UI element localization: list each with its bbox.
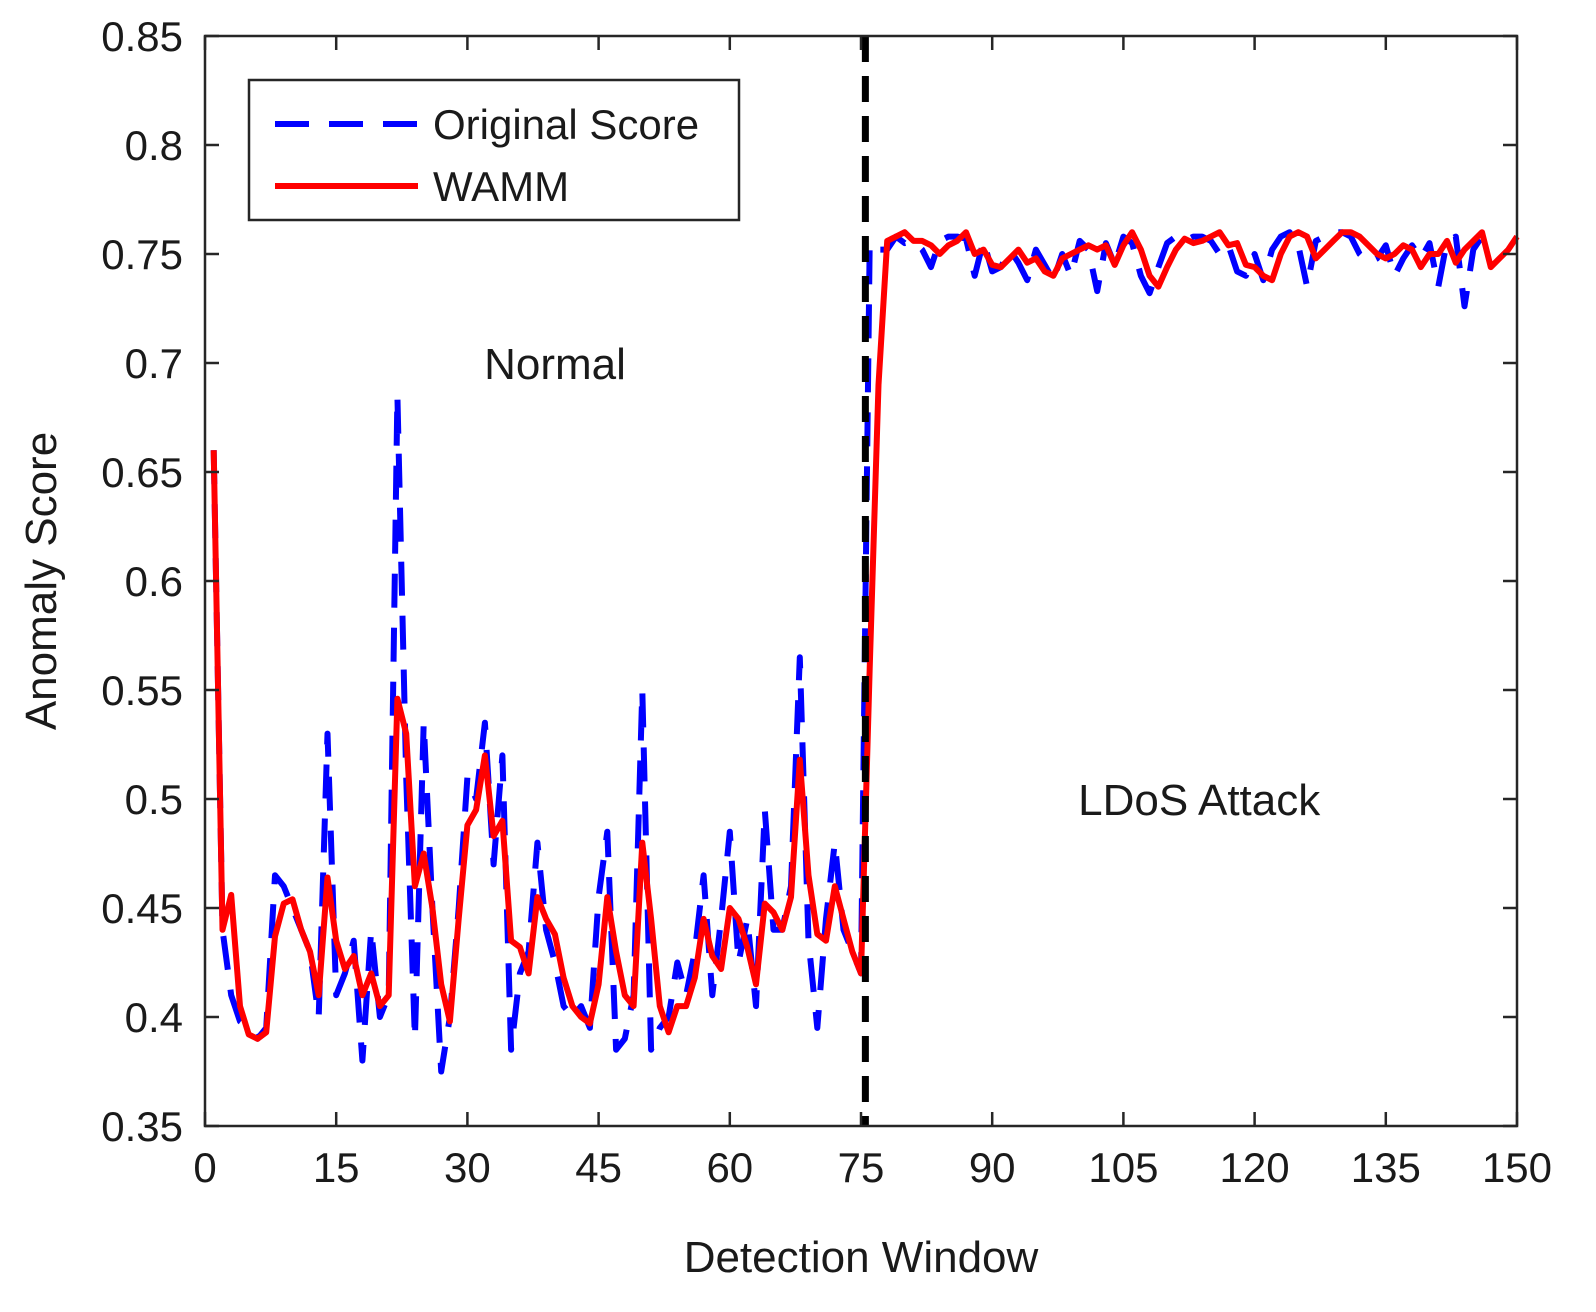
y-tick-label: 0.55 — [101, 667, 183, 714]
x-tick-label: 105 — [1088, 1144, 1158, 1191]
y-tick-label: 0.5 — [125, 776, 183, 823]
x-tick-label: 90 — [969, 1144, 1016, 1191]
x-tick-label: 15 — [313, 1144, 360, 1191]
y-tick-label: 0.6 — [125, 558, 183, 605]
y-tick-label: 0.65 — [101, 449, 183, 496]
y-tick-label: 0.4 — [125, 994, 183, 1041]
annotation-ldos-attack: LDoS Attack — [1078, 776, 1321, 825]
y-tick-label: 0.7 — [125, 340, 183, 387]
y-tick-label: 0.8 — [125, 122, 183, 169]
legend-box — [247, 78, 741, 222]
x-tick-label: 45 — [575, 1144, 622, 1191]
annotation-normal: Normal — [484, 340, 626, 389]
legend: Original Score WAMM — [247, 78, 741, 222]
tick-layer: 0 15 30 45 60 75 90 105 120 135 150 0.35 0.4 0.45 0.5 0… — [101, 13, 1552, 1191]
x-tick-label: 150 — [1482, 1144, 1552, 1191]
x-tick-label: 0 — [193, 1144, 216, 1191]
x-tick-label: 135 — [1351, 1144, 1421, 1191]
x-tick-label: 30 — [444, 1144, 491, 1191]
y-tick-label: 0.85 — [101, 13, 183, 60]
legend-label-wamm: WAMM — [433, 163, 569, 210]
x-tick-label: 120 — [1220, 1144, 1290, 1191]
y-axis-label: Anomaly Score — [17, 432, 66, 730]
legend-label-original-score: Original Score — [433, 101, 699, 148]
y-tick-label: 0.45 — [101, 885, 183, 932]
y-tick-label: 0.35 — [101, 1103, 183, 1150]
x-tick-label: 75 — [838, 1144, 885, 1191]
x-tick-label: 60 — [706, 1144, 753, 1191]
y-tick-label: 0.75 — [101, 231, 183, 278]
x-axis-label: Detection Window — [684, 1233, 1039, 1282]
